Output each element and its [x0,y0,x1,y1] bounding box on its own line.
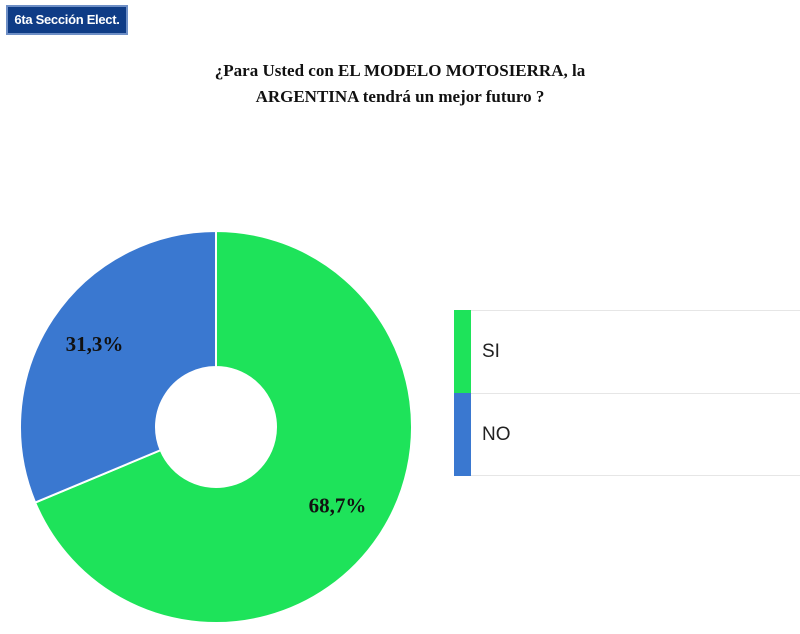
chart-title-line-1: ¿Para Usted con EL MODELO MOTOSIERRA, la [214,61,586,80]
legend-label-no: NO [482,424,511,445]
chart-title-line-2: ARGENTINA tendrá un mejor futuro ? [255,87,545,106]
legend-label-si: SI [482,341,500,362]
legend-swatch-no [454,393,471,476]
donut-slice-no [19,229,217,504]
chart-title: ¿Para Usted con EL MODELO MOTOSIERRA, la… [0,58,800,110]
slice-value-label-no: 31,3% [66,332,124,356]
chart-legend: SI NO [454,310,800,476]
legend-item-no: NO [454,393,800,476]
donut-slice-si [33,229,413,624]
legend-divider [471,393,800,394]
slice-value-label-si: 68,7% [309,494,367,518]
legend-divider [471,310,800,311]
section-badge: 6ta Sección Elect. [6,5,128,35]
legend-item-si: SI [454,310,800,393]
legend-divider-bottom [471,475,800,476]
legend-swatch-si [454,310,471,393]
